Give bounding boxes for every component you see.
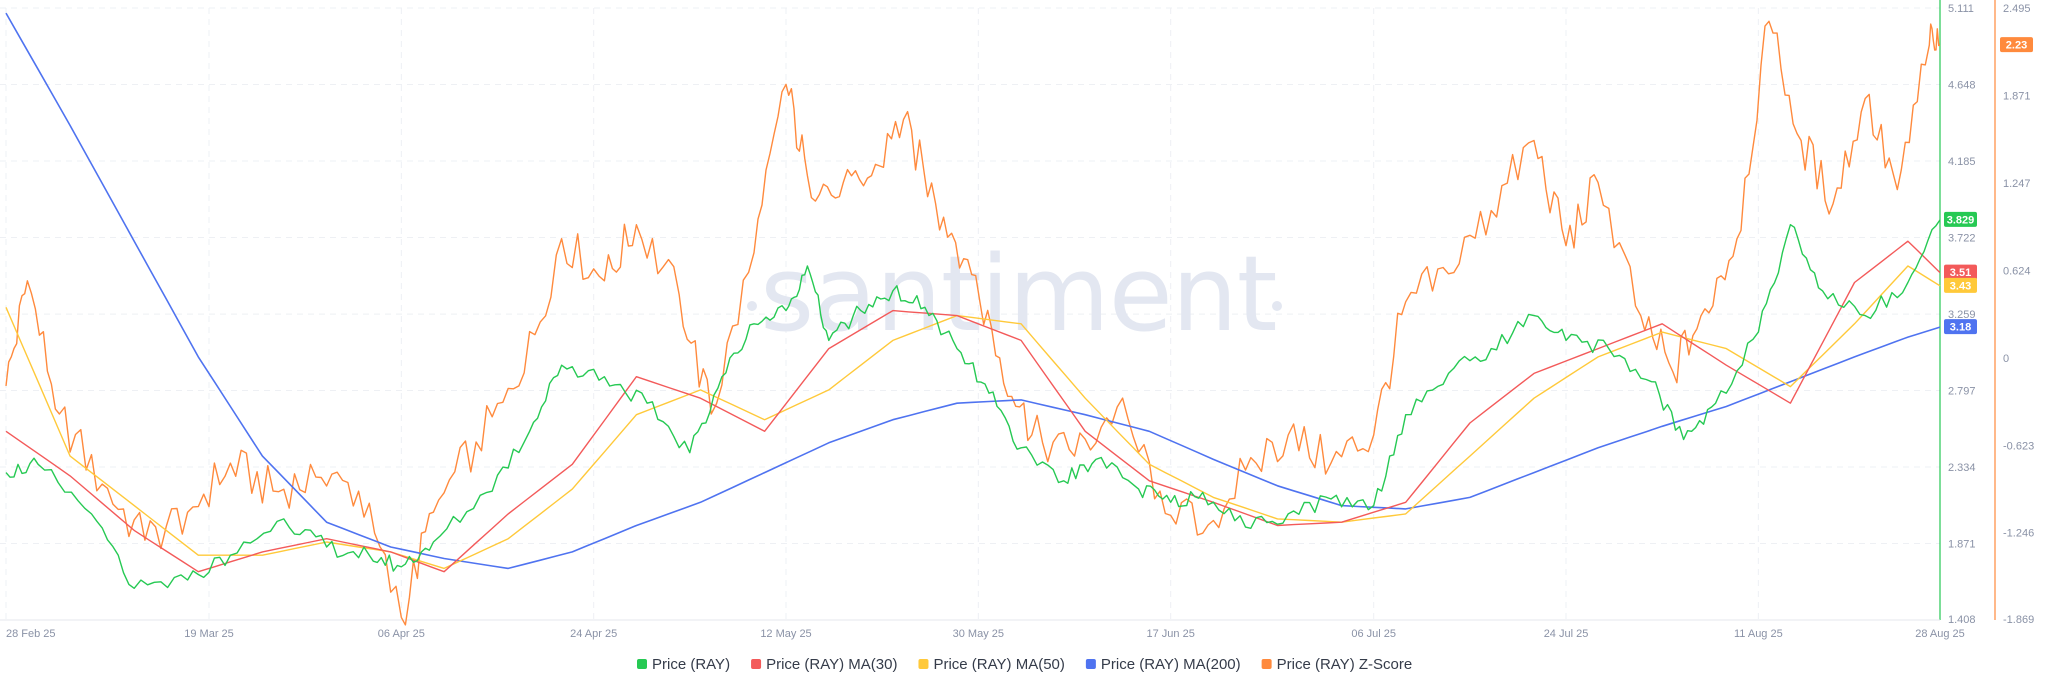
x-tick-label: 24 Jul 25: [1544, 628, 1589, 640]
x-tick-label: 28 Aug 25: [1915, 628, 1965, 640]
legend-swatch: [751, 659, 762, 669]
legend-item-ma200[interactable]: Price (RAY) MA(200): [1085, 656, 1241, 673]
x-tick-label: 28 Feb 25: [6, 628, 56, 640]
legend-item-zscore[interactable]: Price (RAY) Z-Score: [1261, 656, 1413, 673]
last-value-badge-ma30: 3.51: [1944, 264, 1977, 280]
axes: 28 Feb 25 19 Mar 25 06 Apr 25 24 Apr 25 12 M…: [0, 0, 2034, 640]
y-right-tick-label: -1.246: [2003, 528, 2034, 540]
x-tick-label: 12 May 25: [760, 628, 811, 640]
y-right-tick-label: -0.623: [2003, 440, 2034, 452]
y-right-tick-label: 1.871: [2003, 91, 2031, 103]
y-left-tick-label: 1.871: [1948, 538, 1976, 550]
series-line-ma30: [5, 240, 1941, 573]
y-left-tick-label: 4.185: [1948, 156, 1976, 168]
last-value-badge-ma50: 3.43: [1944, 277, 1977, 293]
legend-swatch: [918, 659, 929, 669]
badge-background: [1944, 319, 1977, 335]
y-left-tick-label: 4.648: [1948, 80, 1976, 92]
legend-label: Price (RAY) MA(30): [766, 656, 897, 673]
legend-item-price[interactable]: Price (RAY): [637, 656, 730, 673]
y-left-tick-label: 2.334: [1948, 462, 1976, 474]
series-line-ma50: [5, 265, 1941, 570]
series-layer: [5, 12, 1941, 626]
x-tick-label: 24 Apr 25: [570, 628, 617, 640]
last-value-badge-price: 3.829: [1944, 211, 1977, 227]
last-value-badge-ma200: 3.18: [1944, 319, 1977, 335]
x-tick-label: 06 Jul 25: [1351, 628, 1396, 640]
y-left-tick-label: 1.408: [1948, 614, 1976, 626]
x-tick-label: 19 Mar 25: [184, 628, 234, 640]
y-left-tick-label: 2.797: [1948, 385, 1976, 397]
last-value-badge-zscore: 2.23: [2000, 37, 2033, 53]
legend-label: Price (RAY) MA(50): [933, 656, 1064, 673]
y-right-tick-label: 0.624: [2003, 265, 2031, 277]
y-left-tick-label: 5.111: [1948, 3, 1974, 15]
x-tick-label: 30 May 25: [953, 628, 1004, 640]
badge-background: [1944, 264, 1977, 280]
legend-item-ma30[interactable]: Price (RAY) MA(30): [751, 656, 897, 673]
badge-label: 2.23: [2006, 40, 2027, 52]
badge-label: 3.18: [1950, 322, 1971, 334]
y-right-tick-label: 1.247: [2003, 178, 2031, 190]
x-tick-label: 17 Jun 25: [1147, 628, 1195, 640]
series-line-ma200: [5, 12, 1941, 570]
badge-label: 3.829: [1947, 214, 1975, 226]
legend-swatch: [1085, 659, 1096, 669]
legend-item-ma50[interactable]: Price (RAY) MA(50): [918, 656, 1065, 673]
badge-label: 3.43: [1950, 280, 1971, 292]
y-right-tick-label: 0: [2003, 353, 2009, 365]
last-value-badges: 3.829 3.513.43 3.18 2.23: [1944, 37, 2033, 335]
legend[interactable]: Price (RAY) Price (RAY) MA(30) Price (RAY)…: [637, 656, 1412, 673]
x-tick-label: 11 Aug 25: [1734, 628, 1783, 640]
badge-background: [1944, 211, 1977, 227]
series-line-price: [5, 219, 1941, 589]
legend-label: Price (RAY): [652, 656, 730, 673]
watermark-dot-left: [747, 301, 757, 311]
legend-swatch: [1261, 659, 1272, 669]
series-line-zscore: [5, 20, 1941, 626]
legend-swatch: [637, 659, 647, 669]
watermark-dot-right: [1272, 301, 1282, 311]
y-left-tick-label: 3.259: [1948, 309, 1976, 321]
x-tick-label: 06 Apr 25: [378, 628, 425, 640]
y-right-tick-label: -1.869: [2003, 614, 2034, 626]
badge-background: [1944, 277, 1977, 293]
watermark: santiment: [760, 233, 1276, 355]
badge-label: 3.51: [1950, 267, 1971, 279]
y-right-tick-label: 2.495: [2003, 3, 2031, 15]
legend-label: Price (RAY) Z-Score: [1277, 656, 1413, 673]
y-left-tick-label: 3.722: [1948, 233, 1976, 245]
legend-label: Price (RAY) MA(200): [1101, 656, 1241, 673]
badge-background: [2000, 37, 2033, 53]
